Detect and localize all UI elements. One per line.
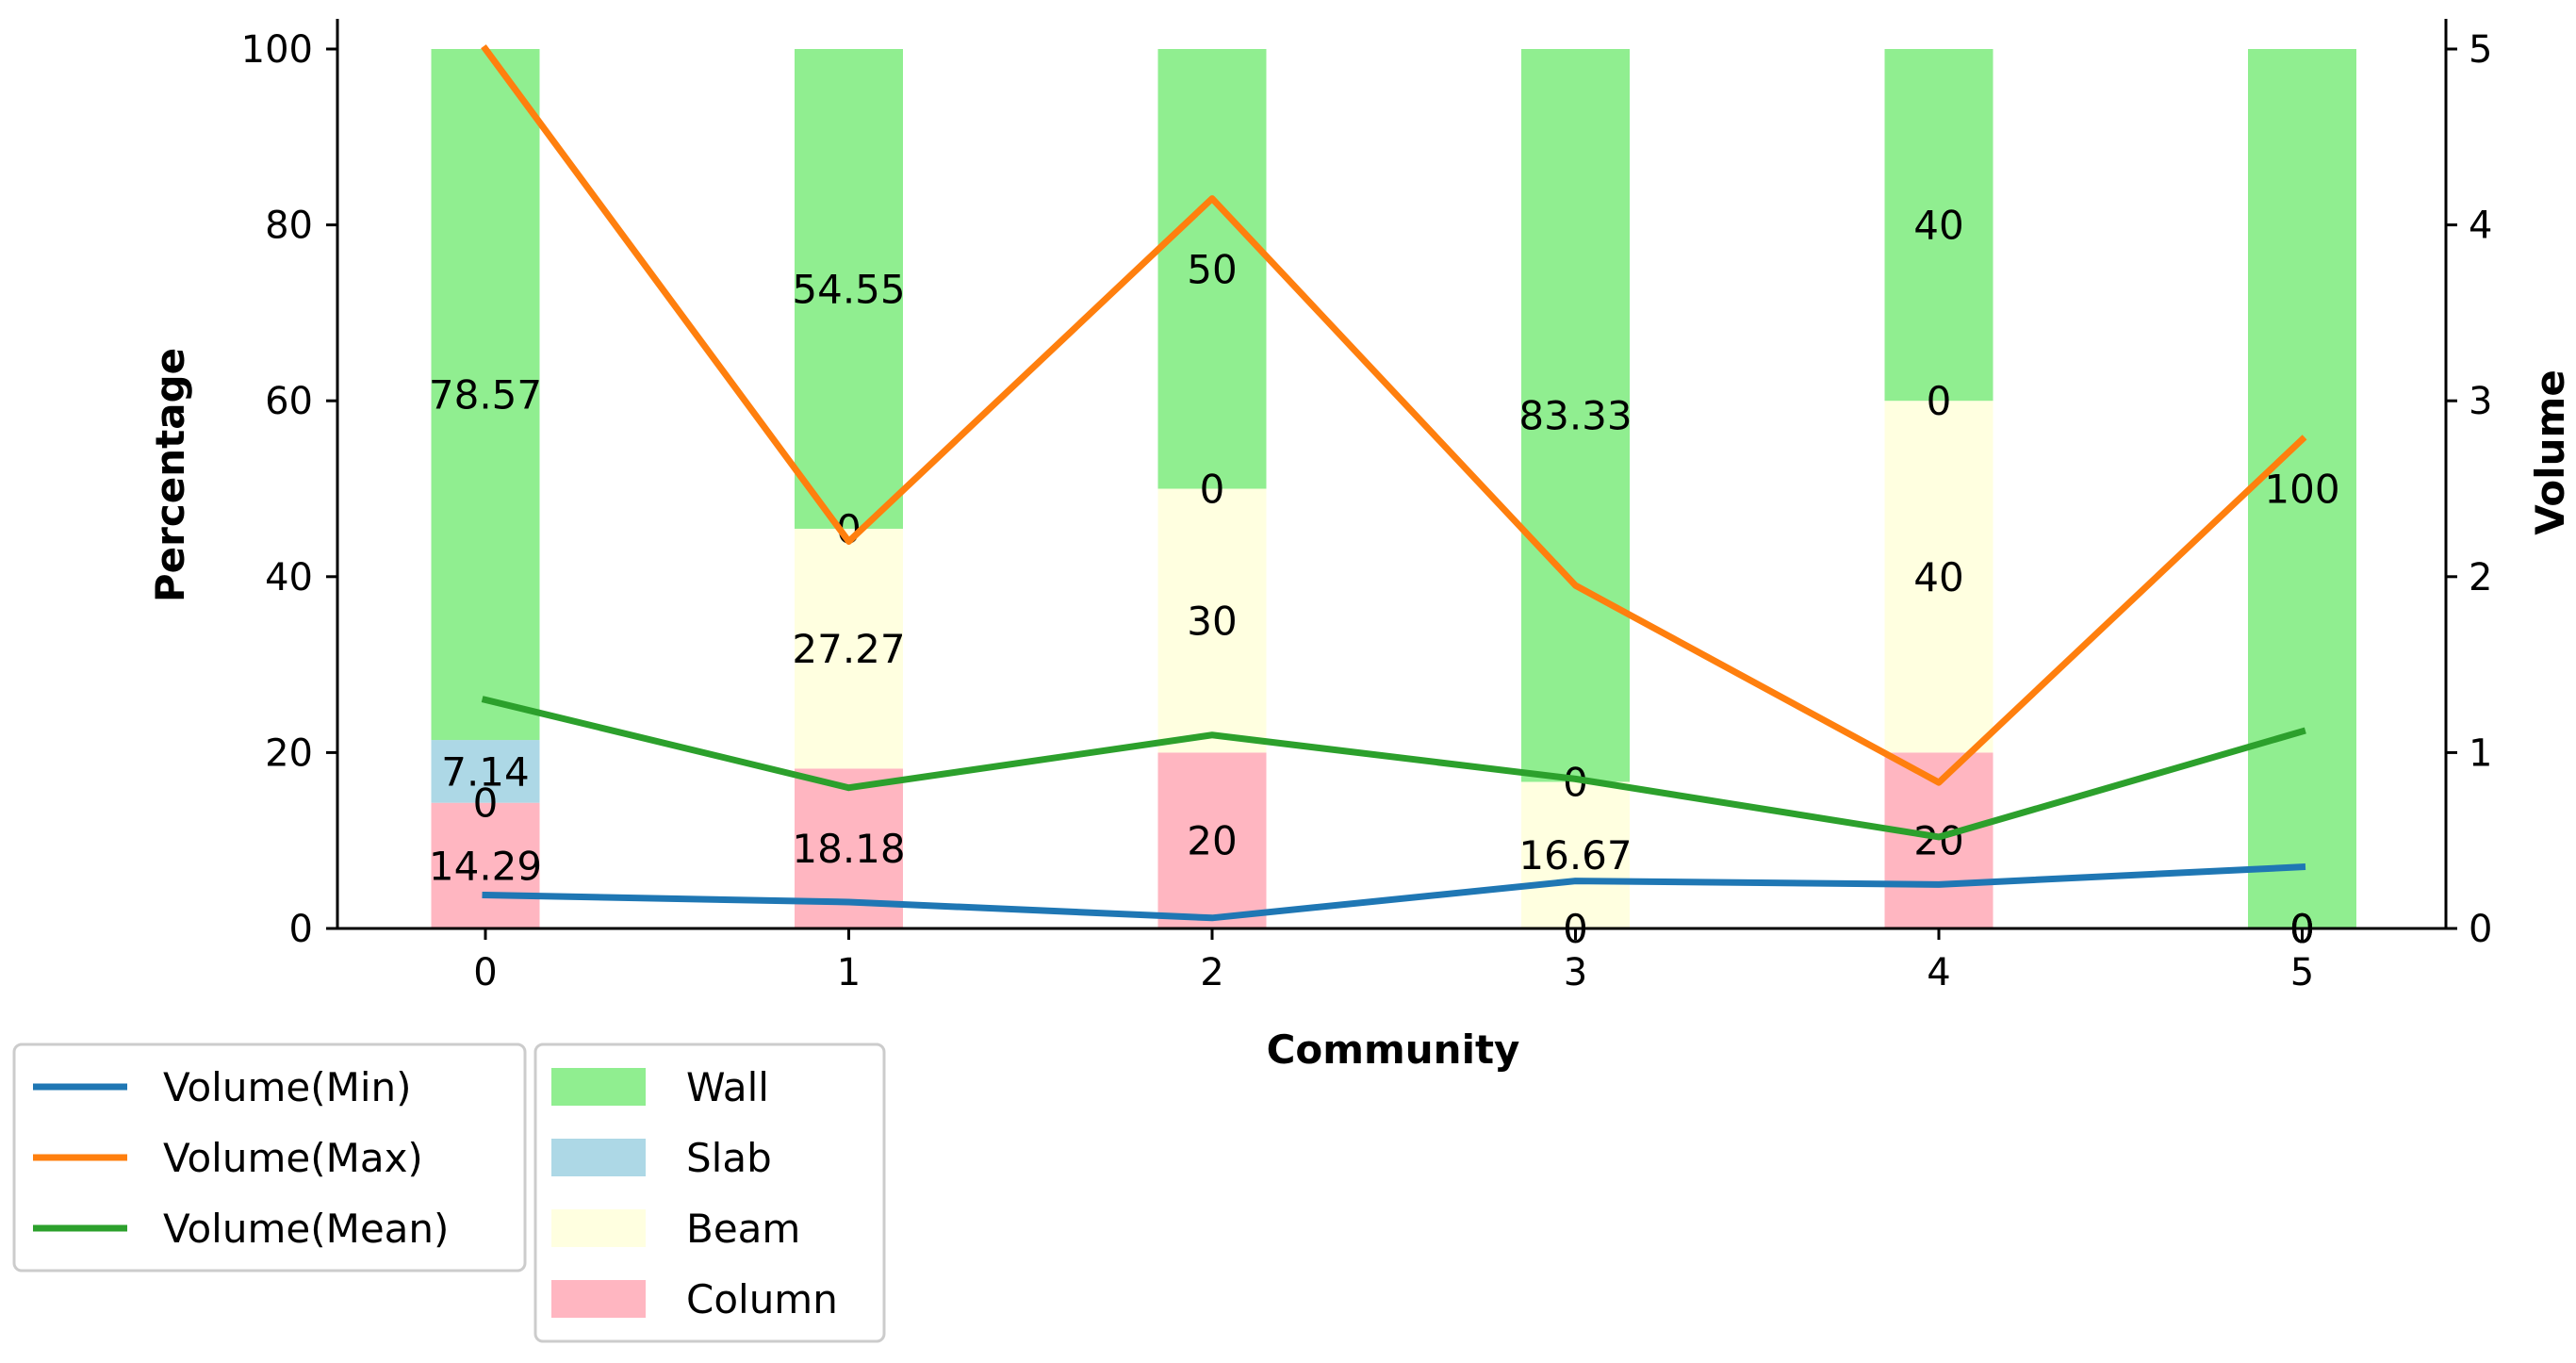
x-tick-label-3: 3 (1564, 951, 1587, 994)
bar-column-2 (1157, 752, 1267, 928)
bar-wall-4 (1884, 49, 1994, 402)
bar-beam-1 (795, 528, 903, 769)
bar-wall-2 (1157, 49, 1267, 489)
bar-label-slab-2: 0 (1200, 467, 1225, 513)
line-volume-max (481, 44, 2307, 786)
y-axis-label: Percentage (147, 348, 193, 602)
legend-label-volume-mean: Volume(Mean) (163, 1206, 449, 1252)
legend-bars: Wall Slab Beam Column (533, 1043, 886, 1343)
bar-label-wall-0: 78.57 (429, 372, 542, 419)
bar-column-0 (431, 802, 540, 928)
y2-tick-label-5: 5 (2469, 28, 2492, 72)
bar-label-column-1: 18.18 (792, 826, 905, 872)
x-tick-label-1: 1 (837, 951, 861, 994)
bar-label-slab-4: 0 (1927, 378, 1952, 424)
line-volume-mean (481, 696, 2306, 841)
y-tick-label-20: 20 (265, 731, 313, 775)
legend-label-wall: Wall (686, 1064, 769, 1110)
y-tick-label-60: 60 (265, 380, 313, 423)
bar-label-beam-3: 16.67 (1518, 832, 1632, 879)
bar-label-wall-5: 100 (2264, 467, 2339, 513)
bar-label-slab-0: 7.14 (441, 748, 530, 795)
legend-label-column: Column (686, 1276, 838, 1322)
y-tick-label-40: 40 (265, 556, 313, 599)
bar-label-column-4: 20 (1913, 818, 1963, 864)
bar-slab-0 (431, 740, 540, 803)
bar-wall-3 (1521, 49, 1630, 782)
bar-wall-1 (795, 49, 903, 529)
bar-beam-2 (1157, 488, 1267, 753)
legend-swatch-column (551, 1280, 646, 1318)
bar-wall-5 (2248, 49, 2356, 928)
legend-lines: Volume(Min) Volume(Max) Volume(Mean) (12, 1043, 527, 1273)
y2-axis-label: Volume (2527, 369, 2573, 535)
line-volume-min (482, 863, 2306, 922)
bar-label-wall-3: 83.33 (1518, 393, 1632, 439)
y2-tick-label-1: 1 (2469, 731, 2492, 775)
y2-tick-label-4: 4 (2469, 205, 2492, 248)
y-tick-label-100: 100 (241, 28, 313, 72)
bar-labels-layer: 14.2907.1478.5718.1827.27054.55203005001… (429, 203, 2340, 952)
x-tick-label-0: 0 (473, 951, 497, 994)
legend-bars-box (533, 1043, 886, 1343)
bar-label-column-2: 20 (1187, 818, 1237, 864)
y-tick-label-0: 0 (289, 908, 313, 951)
lines-layer (481, 44, 2307, 922)
y2-tick-label-2: 2 (2469, 556, 2492, 599)
bars-layer (431, 49, 2356, 928)
bar-label-column-0: 14.29 (429, 843, 542, 889)
x-tick-label-2: 2 (1200, 951, 1223, 994)
bar-label-wall-1: 54.55 (792, 266, 905, 312)
x-tick-label-4: 4 (1927, 951, 1950, 994)
legend-label-volume-max: Volume(Max) (163, 1135, 423, 1181)
bar-label-beam-4: 40 (1913, 554, 1963, 600)
bar-label-wall-4: 40 (1913, 203, 1963, 249)
bar-beam-4 (1884, 401, 1994, 753)
legend-label-volume-min: Volume(Min) (163, 1064, 412, 1110)
bar-label-beam-2: 30 (1187, 598, 1237, 644)
legend-label-slab: Slab (686, 1135, 772, 1181)
legend-lines-box (12, 1043, 527, 1273)
legend-swatch-beam (551, 1209, 646, 1247)
bar-beam-3 (1521, 781, 1630, 928)
y2-tick-label-0: 0 (2469, 908, 2492, 951)
legend-swatch-wall (551, 1068, 646, 1106)
bar-label-beam-1: 27.27 (792, 626, 905, 672)
legend-swatch-slab (551, 1139, 646, 1176)
y-tick-label-80: 80 (265, 205, 313, 248)
y2-tick-label-3: 3 (2469, 380, 2492, 423)
legend-label-beam: Beam (686, 1206, 800, 1252)
x-tick-label-5: 5 (2290, 951, 2314, 994)
bar-label-wall-2: 50 (1187, 246, 1237, 292)
bar-wall-0 (431, 49, 540, 741)
bar-label-beam-0: 0 (473, 780, 499, 827)
x-axis-label: Community (1267, 1026, 1520, 1073)
